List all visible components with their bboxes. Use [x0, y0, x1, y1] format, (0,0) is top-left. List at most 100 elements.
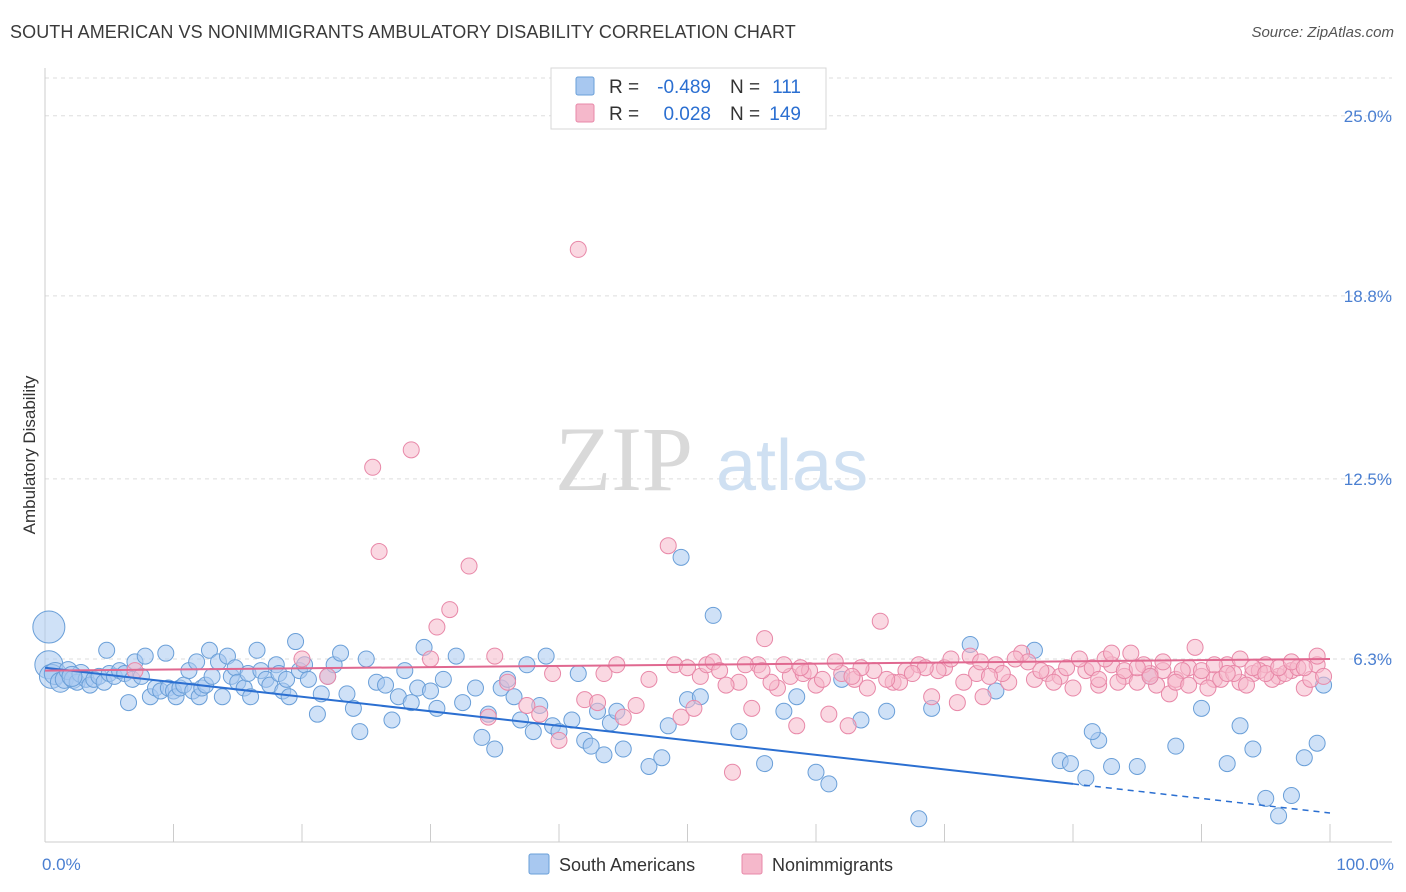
data-point: [717, 676, 735, 694]
data-point: [1315, 667, 1333, 685]
trend-line-nonimmigrants: [44, 657, 1331, 672]
data-point: [1199, 679, 1217, 697]
data-point: [357, 650, 375, 668]
data-point: [383, 711, 401, 729]
data-point: [441, 601, 459, 619]
data-point: [685, 699, 703, 717]
data-point: [826, 653, 844, 671]
series-nonimmigrants: [126, 240, 1333, 781]
y-tick-label: 25.0%: [1344, 107, 1392, 126]
data-point: [756, 630, 774, 648]
data-point: [762, 673, 780, 691]
legend-r-label: R =: [609, 77, 639, 98]
data-point: [32, 610, 66, 644]
data-point: [614, 708, 632, 726]
data-point: [627, 696, 645, 714]
data-point: [1218, 665, 1236, 683]
data-point: [1295, 659, 1313, 677]
data-point: [1270, 807, 1288, 825]
data-point: [723, 763, 741, 781]
data-point: [1128, 659, 1146, 677]
data-point: [595, 746, 613, 764]
watermark: ZIP atlas: [555, 408, 868, 510]
x-tick-label-max: 100.0%: [1336, 855, 1394, 874]
data-point: [672, 708, 690, 726]
data-point: [248, 641, 266, 659]
y-tick-label: 12.5%: [1344, 470, 1392, 489]
data-point: [1186, 638, 1204, 656]
data-point: [338, 685, 356, 703]
data-point: [157, 644, 175, 662]
data-point: [1167, 737, 1185, 755]
data-point: [775, 702, 793, 720]
data-point: [531, 705, 549, 723]
data-point: [1122, 644, 1140, 662]
legend-label: South Americans: [559, 855, 695, 875]
data-point: [287, 633, 305, 651]
data-point: [299, 670, 317, 688]
legend-series: South Americans Nonimmigrants: [528, 853, 893, 875]
legend-stats-box: [550, 67, 827, 130]
data-point: [332, 644, 350, 662]
data-point: [242, 688, 260, 706]
data-point: [955, 673, 973, 691]
data-point: [1141, 667, 1159, 685]
data-point: [203, 667, 221, 685]
data-point: [466, 679, 484, 697]
data-point: [188, 653, 206, 671]
data-point: [213, 688, 231, 706]
data-point: [569, 665, 587, 683]
data-point: [820, 775, 838, 793]
data-point: [518, 696, 536, 714]
legend-r-label: R =: [609, 104, 639, 125]
data-point: [486, 740, 504, 758]
data-point: [537, 647, 555, 665]
data-point: [858, 679, 876, 697]
legend-n-label: N =: [730, 77, 760, 98]
data-point: [344, 699, 362, 717]
legend-n-label: N =: [730, 104, 760, 125]
data-point: [1061, 755, 1079, 773]
data-point: [704, 606, 722, 624]
data-point: [1032, 662, 1050, 680]
data-point: [756, 755, 774, 773]
data-point: [788, 717, 806, 735]
data-point: [434, 670, 452, 688]
data-point: [422, 682, 439, 700]
data-point: [923, 688, 941, 706]
data-point: [820, 705, 838, 723]
data-point: [1103, 644, 1121, 662]
data-point: [136, 647, 154, 665]
data-point: [1077, 769, 1095, 787]
axes: [44, 68, 1392, 843]
data-point: [1058, 659, 1076, 677]
data-point: [711, 662, 729, 680]
data-point: [903, 665, 921, 683]
data-point: [1064, 679, 1082, 697]
y-tick-label: 18.8%: [1344, 287, 1392, 306]
data-point: [1244, 740, 1262, 758]
data-point: [659, 537, 677, 555]
data-point: [1231, 717, 1249, 735]
data-point: [871, 612, 889, 630]
legend-r-value: 0.028: [663, 104, 711, 125]
data-point: [813, 670, 831, 688]
legend-n-value: 149: [769, 104, 801, 125]
data-point: [499, 673, 517, 691]
legend-stats-swatch: [575, 103, 595, 123]
data-point: [672, 548, 690, 566]
watermark-zip: ZIP: [555, 408, 693, 510]
data-point: [1070, 650, 1088, 668]
data-point: [1090, 670, 1108, 688]
data-point: [640, 670, 658, 688]
data-point: [807, 763, 825, 781]
data-point: [364, 458, 382, 476]
data-point: [1045, 673, 1063, 691]
data-point: [1282, 787, 1300, 805]
data-point: [878, 670, 896, 688]
data-point: [200, 641, 218, 659]
data-point: [396, 662, 414, 680]
data-point: [589, 694, 607, 712]
legend-label: Nonimmigrants: [772, 855, 893, 875]
data-point: [486, 647, 504, 665]
